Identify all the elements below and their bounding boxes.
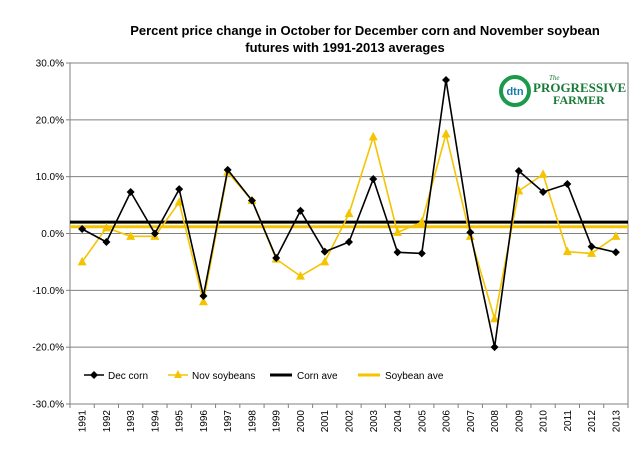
x-tick-label: 1995 — [175, 410, 186, 433]
data-point-nov-soybeans — [368, 131, 378, 141]
x-tick-label: 2012 — [587, 410, 598, 433]
logo-dtn: dtn — [506, 86, 523, 98]
data-point-dec-corn — [587, 242, 596, 251]
data-point-dec-corn — [223, 165, 232, 174]
x-tick-label: 2003 — [369, 410, 380, 433]
data-point-dec-corn — [150, 229, 159, 238]
x-tick-label: 1991 — [78, 410, 89, 433]
legend-marker-dec-corn — [90, 371, 98, 379]
data-point-nov-soybeans — [587, 248, 597, 257]
logo-progressive: PROGRESSIVE — [533, 80, 626, 95]
data-point-dec-corn — [199, 292, 208, 301]
legend-marker-nov-soybeans — [174, 370, 182, 378]
legend-item-corn-ave: Corn ave — [270, 371, 338, 382]
y-tick-label: 10.0% — [36, 172, 64, 183]
data-point-nov-soybeans — [441, 129, 451, 138]
chart-title-line2: futures with 1991-2013 averages — [245, 40, 444, 55]
y-tick-label: -20.0% — [32, 343, 64, 354]
data-point-nov-soybeans — [295, 271, 305, 280]
y-tick-label: 0.0% — [41, 229, 64, 240]
legend-label-soybean-ave: Soybean ave — [385, 371, 444, 382]
x-tick-label: 2011 — [563, 410, 574, 432]
legend-label-dec-corn: Dec corn — [108, 371, 148, 382]
series-dec-corn — [78, 76, 620, 352]
data-point-dec-corn — [345, 238, 353, 247]
data-point-nov-soybeans — [611, 231, 621, 240]
x-tick-label: 2008 — [490, 410, 501, 433]
y-tick-label: 20.0% — [36, 115, 64, 126]
data-point-nov-soybeans — [174, 197, 184, 206]
x-tick-label: 2013 — [611, 410, 622, 433]
x-tick-label: 2000 — [296, 410, 307, 433]
data-point-dec-corn — [126, 188, 135, 197]
x-tick-label: 2001 — [320, 410, 331, 433]
y-tick-label: -30.0% — [32, 400, 64, 411]
data-point-dec-corn — [466, 228, 475, 237]
data-point-dec-corn — [442, 76, 451, 85]
data-point-dec-corn — [296, 206, 305, 215]
data-point-nov-soybeans — [198, 296, 208, 306]
data-point-dec-corn — [539, 188, 548, 197]
data-point-dec-corn — [393, 248, 402, 257]
data-point-nov-soybeans — [417, 217, 427, 226]
y-axis: 30.0% 20.0% 10.0% 0.0% -10.0% -20.0% -30.0% — [32, 59, 70, 411]
data-point-nov-soybeans — [393, 227, 403, 236]
data-point-dec-corn — [272, 253, 281, 262]
x-tick-label: 1993 — [126, 410, 137, 433]
legend-item-nov-soybeans: Nov soybeans — [168, 370, 255, 382]
data-point-dec-corn — [320, 247, 329, 256]
y-tick-label: 30.0% — [36, 59, 64, 70]
x-tick-label: 2005 — [417, 410, 428, 433]
data-point-dec-corn — [102, 238, 111, 247]
data-point-dec-corn — [563, 180, 572, 189]
x-tick-label: 1996 — [199, 410, 210, 433]
y-tick-label: -10.0% — [32, 286, 64, 297]
x-tick-label: 2004 — [393, 410, 404, 433]
x-tick-label: 2002 — [345, 410, 356, 433]
chart-title-line1: Percent price change in October for Dece… — [130, 23, 600, 38]
logo-the: The — [549, 74, 560, 82]
data-point-nov-soybeans — [320, 256, 330, 266]
data-point-nov-soybeans — [562, 246, 572, 256]
x-tick-label: 2007 — [466, 410, 477, 433]
legend-background — [78, 364, 458, 386]
data-point-dec-corn — [490, 343, 499, 352]
legend: Dec corn Nov soybeans Corn ave Soybean a… — [78, 364, 458, 386]
x-tick-label: 2006 — [442, 410, 453, 433]
data-point-dec-corn — [514, 166, 523, 175]
data-point-dec-corn — [78, 224, 87, 233]
data-point-nov-soybeans — [344, 208, 354, 218]
legend-item-dec-corn: Dec corn — [84, 371, 148, 382]
x-tick-label: 1997 — [223, 410, 234, 433]
logo-farmer: FARMER — [553, 93, 605, 107]
data-point-nov-soybeans — [101, 222, 111, 232]
x-tick-label: 2010 — [539, 410, 550, 433]
data-point-dec-corn — [175, 185, 184, 194]
data-point-dec-corn — [247, 196, 256, 205]
data-point-dec-corn — [369, 174, 378, 183]
legend-label-nov-soybeans: Nov soybeans — [192, 371, 255, 382]
logo-ring — [499, 75, 531, 107]
data-point-nov-soybeans — [126, 231, 136, 240]
x-tick-label: 1998 — [247, 410, 258, 433]
x-axis: 1991 1992 1993 1994 1995 1996 1997 1998 1999 2000… — [69, 404, 629, 433]
x-tick-label: 1999 — [272, 410, 283, 433]
data-point-nov-soybeans — [538, 169, 548, 178]
series-layer — [70, 76, 628, 352]
legend-item-soybean-ave: Soybean ave — [358, 371, 444, 382]
data-point-dec-corn — [417, 249, 426, 258]
x-tick-label: 1994 — [150, 410, 161, 433]
x-tick-label: 2009 — [514, 410, 525, 433]
data-point-nov-soybeans — [77, 256, 87, 266]
data-point-dec-corn — [611, 248, 620, 257]
data-point-nov-soybeans — [490, 313, 500, 323]
legend-label-corn-ave: Corn ave — [297, 371, 338, 382]
publisher-logo: dtn The PROGRESSIVE FARMER — [499, 74, 626, 107]
x-tick-label: 1992 — [102, 410, 113, 433]
